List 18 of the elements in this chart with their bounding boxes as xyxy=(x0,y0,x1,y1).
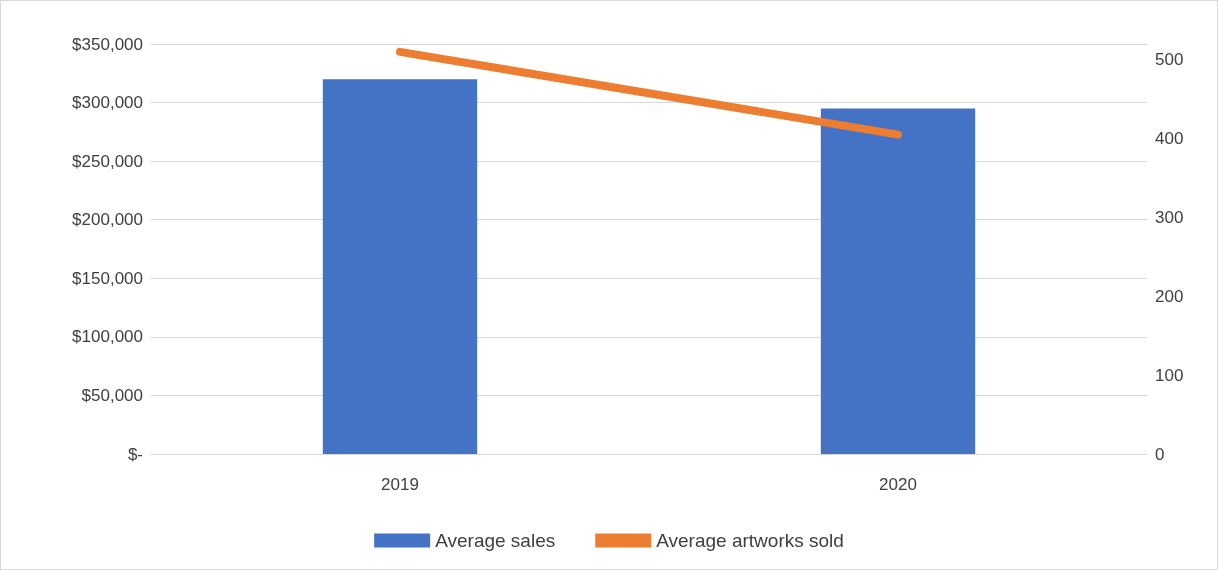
legend-label: Average artworks sold xyxy=(656,530,844,551)
y2-tick-label: 400 xyxy=(1155,129,1184,149)
y2-tick-label: 500 xyxy=(1155,50,1184,70)
y2-tick-label: 300 xyxy=(1155,207,1184,227)
y-tick-label: $200,000 xyxy=(72,210,143,230)
legend-label: Average sales xyxy=(435,530,556,551)
y2-tick-label: 100 xyxy=(1155,365,1184,385)
y2-tick-label: 200 xyxy=(1155,286,1184,306)
y-tick-label: $50,000 xyxy=(81,385,143,405)
y-tick-label: $250,000 xyxy=(72,151,143,171)
y-tick-label: $350,000 xyxy=(72,34,143,54)
x-tick-label: 2019 xyxy=(381,475,419,494)
y-tick-label: $300,000 xyxy=(72,93,143,113)
y-tick-label: $- xyxy=(127,444,143,464)
y-tick-label: $150,000 xyxy=(72,268,143,288)
x-tick-label: 2020 xyxy=(879,475,917,494)
y2-tick-label: 0 xyxy=(1155,444,1165,464)
y-tick-label: $100,000 xyxy=(72,327,143,347)
